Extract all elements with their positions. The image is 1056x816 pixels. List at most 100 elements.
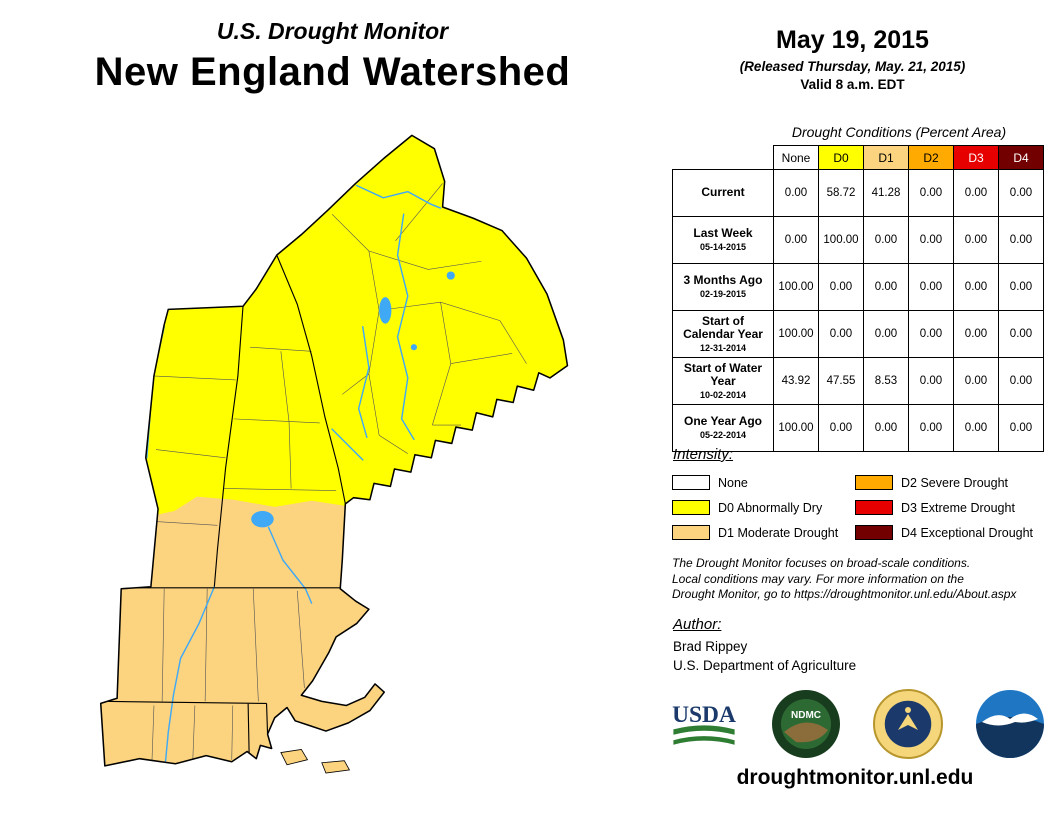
table-row: Last Week 05-14-2015 0.00 100.00 0.00 0.…: [672, 216, 1044, 264]
row-date: 10-02-2014: [699, 390, 747, 401]
state-borders: [102, 254, 346, 755]
legend-label: D0 Abnormally Dry: [718, 500, 823, 515]
map-titles: U.S. Drought Monitor New England Watersh…: [55, 18, 610, 95]
row-label: 3 Months Ago: [683, 273, 763, 288]
cell-value: 0.00: [998, 263, 1044, 311]
cell-value: 0.00: [908, 357, 954, 405]
commerce-seal-logo: [872, 688, 944, 760]
cell-value: 0.00: [953, 169, 999, 217]
cell-value: 0.00: [998, 404, 1044, 452]
legend-item-d1: D1 Moderate Drought: [672, 520, 855, 545]
noaa-logo: [974, 688, 1046, 760]
table-row: Start of Water Year 10-02-2014 43.92 47.…: [672, 357, 1044, 405]
cell-value: 0.00: [998, 169, 1044, 217]
cell-value: 0.00: [863, 216, 909, 264]
legend-label: D3 Extreme Drought: [901, 500, 1015, 515]
disclaimer-line: Drought Monitor, go to https://droughtmo…: [672, 587, 1017, 602]
cell-value: 0.00: [818, 404, 864, 452]
drought-conditions-table: None D0 D1 D2 D3 D4 Current 0.00 58.72 4…: [672, 145, 1044, 452]
cell-value: 100.00: [773, 263, 819, 311]
cell-value: 0.00: [908, 263, 954, 311]
disclaimer-line: Local conditions may vary. For more info…: [672, 571, 964, 586]
rivers: [146, 184, 442, 766]
disclaimer: The Drought Monitor focuses on broad-sca…: [672, 556, 1052, 603]
cell-value: 0.00: [908, 216, 954, 264]
coastline-outline: [99, 134, 569, 767]
table-title: Drought Conditions (Percent Area): [791, 124, 1007, 140]
cell-value: 0.00: [953, 310, 999, 358]
intensity-legend: None D0 Abnormally Dry D1 Moderate Droug…: [672, 470, 1048, 545]
d4-swatch: [855, 525, 893, 540]
footer-url: droughtmonitor.unl.edu: [736, 766, 974, 789]
row-label: Start of Calendar Year: [683, 313, 763, 342]
cell-value: 0.00: [818, 310, 864, 358]
col-header-none: None: [773, 145, 819, 170]
usda-logo: USDA: [668, 688, 740, 760]
legend-item-d2: D2 Severe Drought: [855, 470, 1048, 495]
col-header-d1: D1: [863, 145, 909, 170]
release-date: (Released Thursday, May. 21, 2015): [739, 59, 966, 74]
cell-value: 0.00: [953, 216, 999, 264]
legend-label: D2 Severe Drought: [901, 475, 1009, 490]
cell-value: 0.00: [773, 169, 819, 217]
row-date: 12-31-2014: [699, 343, 747, 354]
legend-item-d4: D4 Exceptional Drought: [855, 520, 1048, 545]
cell-value: 0.00: [953, 404, 999, 452]
disclaimer-line: The Drought Monitor focuses on broad-sca…: [672, 556, 971, 570]
table-header-row: None D0 D1 D2 D3 D4: [672, 145, 1044, 170]
legend-item-d3: D3 Extreme Drought: [855, 495, 1048, 520]
cell-value: 0.00: [908, 310, 954, 358]
table-row: Start of Calendar Year 12-31-2014 100.00…: [672, 310, 1044, 358]
ndmc-logo: NDMC: [770, 688, 842, 760]
cell-value: 0.00: [953, 357, 999, 405]
d0-swatch: [672, 500, 710, 515]
row-date: 05-14-2015: [699, 242, 747, 253]
cell-value: 41.28: [863, 169, 909, 217]
legend-label: D1 Moderate Drought: [718, 525, 839, 540]
legend-label: None: [718, 475, 748, 490]
legend-item-none: None: [672, 470, 855, 495]
cell-value: 0.00: [863, 310, 909, 358]
row-date: 02-19-2015: [699, 289, 747, 300]
valid-time: Valid 8 a.m. EDT: [800, 77, 905, 92]
cell-value: 0.00: [953, 263, 999, 311]
ndmc-logo-text: NDMC: [791, 710, 821, 721]
cell-value: 0.00: [773, 216, 819, 264]
d3-swatch: [855, 500, 893, 515]
program-title: U.S. Drought Monitor: [216, 18, 449, 44]
map-svg: [99, 134, 569, 774]
corner-cell: [672, 145, 774, 170]
page-title: New England Watershed: [94, 50, 571, 94]
row-label: Current: [701, 184, 745, 199]
col-header-d0: D0: [818, 145, 864, 170]
logo-row: USDA NDMC: [668, 688, 1046, 760]
d0-region: [100, 135, 568, 518]
legend-item-d0: D0 Abnormally Dry: [672, 495, 855, 520]
map-date: May 19, 2015: [776, 26, 929, 54]
d1-swatch: [672, 525, 710, 540]
col-header-d3: D3: [953, 145, 999, 170]
cell-value: 100.00: [773, 310, 819, 358]
usda-logo-text: USDA: [672, 702, 736, 728]
row-label: One Year Ago: [683, 414, 763, 429]
none-swatch: [672, 475, 710, 490]
d2-swatch: [855, 475, 893, 490]
cell-value: 100.00: [773, 404, 819, 452]
cell-value: 58.72: [818, 169, 864, 217]
cell-value: 0.00: [998, 216, 1044, 264]
table-row: 3 Months Ago 02-19-2015 100.00 0.00 0.00…: [672, 263, 1044, 311]
row-date: 05-22-2014: [699, 430, 747, 441]
table-row: One Year Ago 05-22-2014 100.00 0.00 0.00…: [672, 404, 1044, 452]
legend-label: D4 Exceptional Drought: [901, 525, 1034, 540]
row-label: Last Week: [693, 226, 753, 241]
author-name: Brad Rippey: [673, 639, 748, 654]
new-england-drought-map: [40, 120, 620, 816]
cell-value: 47.55: [818, 357, 864, 405]
islands: [280, 749, 351, 774]
author-organization: U.S. Department of Agriculture: [673, 658, 857, 673]
cell-value: 8.53: [863, 357, 909, 405]
cell-value: 0.00: [818, 263, 864, 311]
date-block: May 19, 2015 (Released Thursday, May. 21…: [660, 26, 1045, 92]
col-header-d2: D2: [908, 145, 954, 170]
